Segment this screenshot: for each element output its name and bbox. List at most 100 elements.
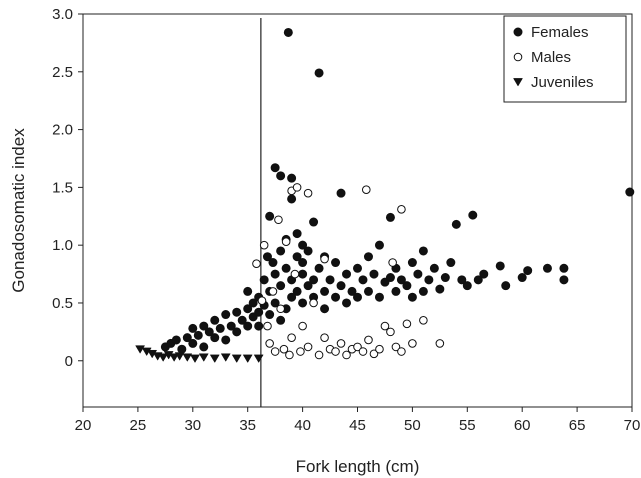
males-point — [268, 287, 278, 296]
y-tick-label: 2.0 — [52, 122, 73, 139]
males-point — [342, 350, 351, 360]
legend-box — [503, 15, 627, 103]
females-point — [342, 298, 352, 308]
males-legend-label: Males — [531, 49, 571, 66]
females-legend-label: Females — [531, 24, 589, 41]
females-point — [199, 321, 209, 331]
females-point — [243, 321, 253, 331]
males-point — [259, 240, 269, 250]
females-point — [270, 298, 280, 308]
x-tick-label: 70 — [624, 417, 641, 434]
females-point — [424, 275, 434, 285]
juveniles-point — [174, 352, 185, 361]
males-point — [386, 327, 395, 337]
x-tick-label: 45 — [349, 417, 366, 434]
females-point — [276, 281, 286, 291]
females-point — [353, 263, 362, 273]
females-point — [292, 286, 302, 296]
females-point — [347, 286, 357, 296]
x-tick-label: 55 — [459, 417, 476, 434]
females-point — [523, 266, 533, 276]
males-point — [388, 258, 397, 267]
males-point — [331, 347, 340, 356]
females-point — [287, 194, 297, 204]
females-point — [292, 252, 302, 262]
x-tick-label: 20 — [75, 417, 92, 434]
juveniles-point — [209, 354, 220, 363]
y-tick-label: 2.5 — [52, 64, 73, 81]
females-point — [314, 68, 324, 78]
females-point — [221, 310, 231, 320]
females-point — [468, 210, 478, 220]
males-point — [391, 342, 401, 352]
y-tick-label: 3.0 — [52, 6, 73, 23]
females-point — [248, 298, 258, 308]
females-point — [336, 188, 346, 198]
females-point — [199, 342, 209, 352]
juveniles-point — [182, 353, 193, 362]
females-point — [473, 275, 483, 285]
males-point — [380, 321, 390, 331]
females-point — [270, 163, 280, 173]
females-point — [331, 258, 341, 268]
juveniles-point — [190, 354, 200, 363]
juveniles-point — [135, 345, 146, 354]
males-point — [298, 321, 307, 331]
x-axis-title: Fork length (cm) — [296, 457, 420, 476]
females-point — [363, 286, 373, 296]
males-point — [263, 321, 272, 331]
females-point — [342, 269, 352, 279]
males-point — [290, 269, 300, 279]
females-point — [446, 258, 456, 268]
females-point — [287, 292, 297, 302]
females-point — [303, 281, 313, 291]
males-point — [287, 333, 296, 342]
females-point — [418, 286, 428, 296]
males-point — [252, 259, 261, 268]
females-point — [385, 212, 395, 222]
females-point — [369, 269, 379, 279]
females-point — [204, 327, 214, 337]
y-tick-label: 1.5 — [52, 179, 73, 196]
females-point — [262, 252, 272, 262]
females-point — [237, 315, 247, 325]
males-point — [285, 350, 294, 360]
males-point — [336, 339, 346, 348]
males-point — [320, 333, 329, 342]
females-point — [276, 246, 286, 256]
females-point — [314, 263, 324, 273]
males-legend-marker — [513, 52, 523, 62]
males-point — [296, 347, 305, 356]
females-point — [287, 173, 297, 183]
females-point — [221, 335, 231, 345]
males-point — [281, 237, 291, 247]
females-point — [542, 263, 552, 273]
females-point — [265, 310, 275, 320]
females-point — [462, 281, 472, 291]
males-point — [274, 215, 283, 225]
females-point — [440, 273, 450, 283]
females-point — [193, 330, 203, 340]
females-point — [358, 275, 368, 285]
females-point — [559, 263, 569, 273]
legend: Females Males Juveniles — [503, 15, 627, 103]
females-point — [303, 246, 313, 256]
males-point — [303, 188, 313, 198]
females-point — [276, 315, 286, 325]
males-point — [314, 350, 324, 360]
females-point — [283, 27, 293, 37]
females-point — [188, 338, 198, 348]
females-point — [396, 275, 406, 285]
y-tick-label: 0 — [65, 353, 73, 370]
males-point — [435, 339, 445, 348]
females-point — [413, 269, 423, 279]
females-point — [331, 292, 341, 302]
females-point — [276, 171, 286, 181]
females-point — [292, 229, 302, 239]
juveniles-legend-label: Juveniles — [531, 74, 594, 91]
x-tick-label: 35 — [239, 417, 256, 434]
females-point — [495, 261, 505, 271]
juveniles-point — [169, 353, 180, 362]
females-point — [298, 298, 308, 308]
males-point — [419, 316, 428, 325]
